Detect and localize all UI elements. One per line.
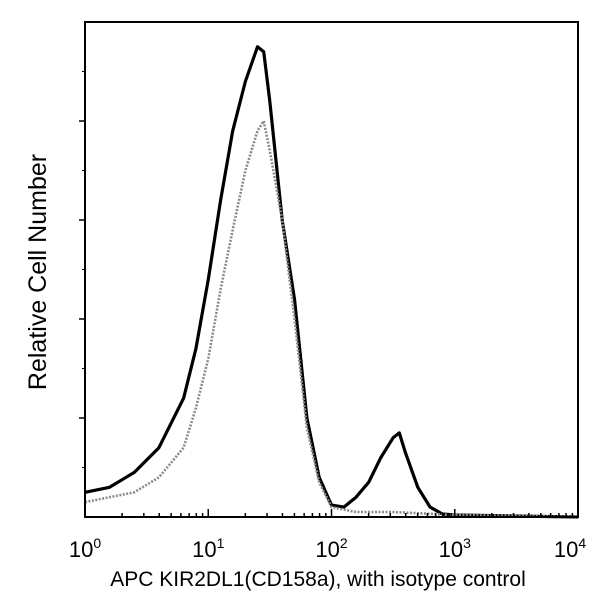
- x-tick-label: 104: [554, 535, 586, 562]
- x-tick-label: 103: [439, 535, 471, 562]
- x-axis-label: APC KIR2DL1(CD158a), with isotype contro…: [110, 568, 526, 591]
- x-tick-label: 101: [192, 535, 224, 562]
- x-tick-exponent: 3: [463, 535, 471, 551]
- x-tick-base: 10: [69, 537, 93, 562]
- series-line-1: [84, 45, 579, 519]
- series-layer: [84, 45, 579, 519]
- y-axis-label: Relative Cell Number: [24, 154, 52, 390]
- x-tick-labels: 100 101 102 103 104: [69, 535, 586, 562]
- x-tick-exponent: 1: [217, 535, 225, 551]
- x-tick-base: 10: [554, 537, 578, 562]
- plot-frame: [84, 21, 579, 518]
- x-tick-base: 10: [439, 537, 463, 562]
- x-tick-exponent: 4: [578, 535, 586, 551]
- series-line-2: [84, 119, 579, 519]
- axes-layer: [79, 21, 579, 518]
- x-tick-exponent: 0: [93, 535, 101, 551]
- x-tick-label: 102: [315, 535, 347, 562]
- x-tick-label: 100: [69, 535, 101, 562]
- x-tick-base: 10: [192, 537, 216, 562]
- x-tick-exponent: 2: [340, 535, 348, 551]
- x-tick-base: 10: [315, 537, 339, 562]
